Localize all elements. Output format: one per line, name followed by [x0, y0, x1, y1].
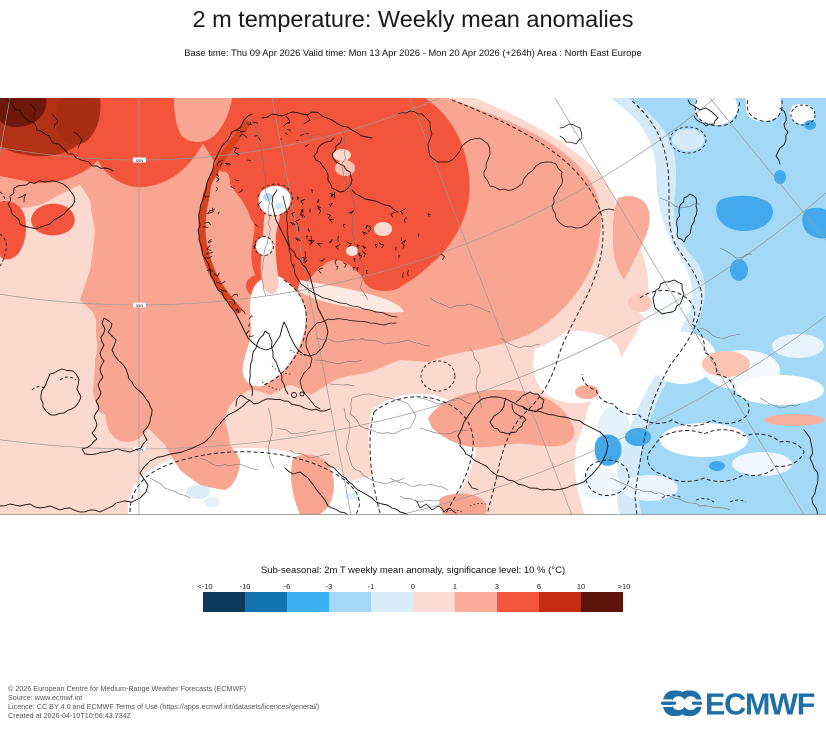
svg-text:ECMWF: ECMWF	[705, 687, 815, 721]
svg-text:60N: 60N	[136, 158, 143, 163]
svg-text:55N: 55N	[136, 303, 143, 308]
svg-text:50N: 50N	[136, 447, 143, 452]
